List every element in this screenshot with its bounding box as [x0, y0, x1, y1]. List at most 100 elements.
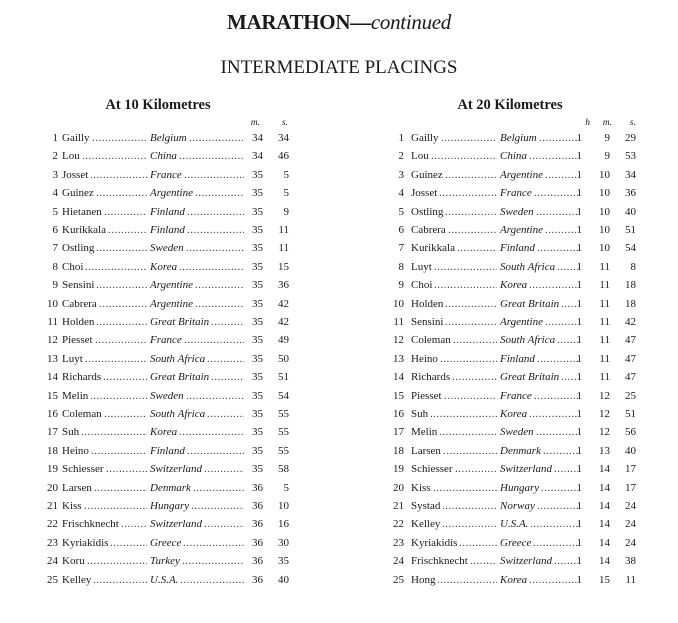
time-s: 29 [625, 132, 636, 144]
dot-leader: ........................................… [437, 573, 497, 586]
table-row: 14 Richards..............................… [384, 368, 678, 386]
time-m: 35 [252, 168, 263, 181]
dot-leader: ........................................… [180, 573, 244, 586]
time-h: 1 [576, 500, 583, 512]
country: China [150, 150, 177, 163]
dot-leader: ........................................… [557, 334, 578, 347]
table-row: 25 Kelley................................… [38, 571, 338, 589]
athlete-name: Piesset [62, 334, 93, 347]
place-number: 12 [393, 334, 404, 347]
country: Belgium [500, 132, 537, 144]
athlete-name: Guinez [62, 187, 94, 200]
country: Sweden [150, 242, 184, 255]
dot-leader: ........................................… [445, 168, 497, 181]
dot-leader: ........................................… [529, 150, 578, 163]
time-m: 9 [604, 150, 611, 163]
country: Switzerland [500, 555, 552, 568]
country: Finland [500, 352, 535, 365]
country: Norway [500, 500, 535, 512]
time-h: 1 [576, 242, 583, 255]
time-s: 56 [625, 426, 636, 439]
dot-leader: ........................................… [455, 463, 497, 476]
table-row: 8Choi...................................… [38, 258, 338, 276]
dot-leader: ........................................… [84, 500, 147, 512]
dot-leader: ........................................… [184, 334, 244, 347]
table-row: 8 Luyt...................................… [384, 258, 678, 276]
time-s: 51 [625, 224, 636, 236]
dot-leader: ........................................… [85, 352, 147, 365]
athlete-name: Guinez [411, 168, 443, 181]
athlete-name: Lou [62, 150, 80, 163]
time-m: 35 [252, 205, 263, 218]
dot-leader: ........................................… [457, 242, 497, 255]
place-number: 10 [47, 297, 58, 310]
place-number: 24 [393, 555, 404, 568]
athlete-name: Kyriakidis [411, 536, 458, 549]
country: Korea [500, 408, 528, 420]
country: Denmark [500, 444, 541, 457]
dot-leader: ........................................… [211, 371, 244, 384]
time-m: 35 [252, 426, 263, 439]
time-h: 1 [576, 463, 583, 476]
place-number: 5 [398, 205, 405, 218]
time-h: 1 [576, 334, 583, 347]
athlete-name: Coleman [62, 408, 102, 420]
time-s: 8 [630, 260, 637, 273]
country: Argentine [500, 168, 543, 181]
country: Argentine [500, 224, 543, 236]
time-m: 35 [252, 187, 263, 200]
dot-leader: ........................................… [543, 444, 578, 457]
country: Korea [150, 426, 178, 439]
time-h: 1 [576, 371, 583, 384]
dot-leader: ........................................… [443, 444, 497, 457]
time-m: 35 [252, 389, 263, 402]
place-number: 1 [52, 132, 59, 144]
dot-leader: ........................................… [442, 500, 497, 512]
table-row: 3Josset.................................… [38, 166, 338, 184]
time-h: 1 [576, 205, 583, 218]
place-number: 25 [393, 573, 404, 586]
dot-leader: ........................................… [445, 205, 497, 218]
time-s: 40 [278, 573, 289, 586]
table-row: 5 Ostling................................… [384, 203, 678, 221]
athlete-name: Suh [62, 426, 80, 439]
athlete-name: Schiesser [62, 463, 104, 476]
time-m: 36 [252, 536, 263, 549]
time-s: 25 [625, 389, 636, 402]
time-m: 35 [252, 408, 263, 420]
dot-leader: ........................................… [96, 279, 147, 292]
dot-leader: ........................................… [529, 573, 578, 586]
dot-leader: ........................................… [121, 518, 147, 531]
country: Hungary [150, 500, 190, 512]
dot-leader: ........................................… [99, 297, 147, 310]
dot-leader: ........................................… [93, 573, 147, 586]
dot-leader: ........................................… [193, 481, 244, 494]
dot-leader: ........................................… [183, 536, 244, 549]
right-heading: At 20 Kilometres [457, 97, 563, 113]
time-s: 11 [278, 242, 289, 255]
athlete-name: Choi [62, 260, 84, 273]
time-m: 11 [599, 260, 610, 273]
time-s: 38 [625, 555, 636, 568]
country: South Africa [500, 260, 556, 273]
dot-leader: ........................................… [537, 242, 578, 255]
dot-leader: ........................................… [187, 444, 244, 457]
right-col-s: s. [629, 118, 636, 128]
country: Argentine [150, 297, 193, 310]
dot-leader: ........................................… [561, 297, 578, 310]
country: Sweden [500, 205, 534, 218]
country: Sweden [150, 389, 184, 402]
athlete-name: Piesset [411, 389, 442, 402]
dot-leader: ........................................… [187, 224, 244, 236]
dot-leader: ........................................… [441, 132, 497, 144]
time-s: 50 [278, 352, 289, 365]
place-number: 22 [47, 518, 58, 531]
place-number: 21 [393, 500, 404, 512]
table-row: 20 Larsen................................… [38, 479, 338, 497]
country: Greece [150, 536, 182, 549]
place-number: 3 [52, 168, 59, 181]
athlete-name: Gailly [62, 132, 90, 144]
place-number: 14 [47, 371, 58, 384]
time-m: 35 [252, 352, 263, 365]
athlete-name: Cabrera [411, 224, 446, 236]
